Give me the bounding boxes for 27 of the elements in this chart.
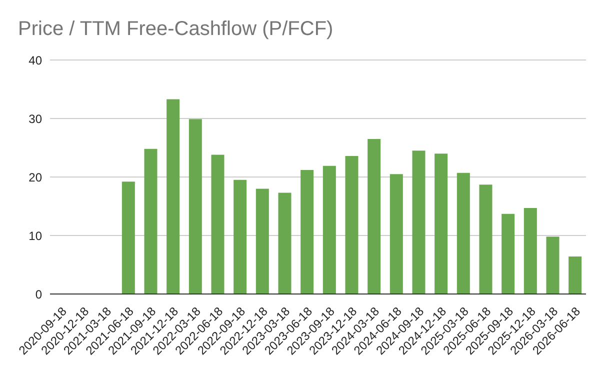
bar bbox=[278, 192, 292, 294]
bar bbox=[188, 119, 202, 294]
bar bbox=[211, 154, 224, 294]
bar bbox=[300, 170, 314, 294]
y-tick-label: 30 bbox=[28, 112, 42, 126]
bar bbox=[256, 188, 269, 294]
bar bbox=[456, 172, 470, 294]
bar bbox=[568, 256, 582, 294]
y-tick-label: 10 bbox=[28, 228, 42, 243]
bar bbox=[412, 150, 426, 294]
bar bbox=[345, 156, 358, 294]
bar bbox=[368, 138, 381, 294]
bar bbox=[434, 154, 448, 294]
bar bbox=[390, 174, 403, 294]
bar bbox=[546, 236, 560, 294]
bar bbox=[144, 148, 158, 294]
bar bbox=[502, 214, 515, 294]
bar bbox=[234, 180, 247, 294]
y-tick-label: 20 bbox=[28, 170, 42, 184]
y-tick-label: 0 bbox=[35, 287, 42, 302]
y-tick-label: 40 bbox=[28, 53, 42, 68]
bar bbox=[166, 99, 180, 294]
bar bbox=[322, 166, 336, 294]
bar bbox=[122, 182, 135, 294]
bar bbox=[479, 184, 492, 294]
bar bbox=[524, 208, 537, 294]
chart-title: Price / TTM Free-Cashflow (P/FCF) bbox=[18, 18, 334, 41]
